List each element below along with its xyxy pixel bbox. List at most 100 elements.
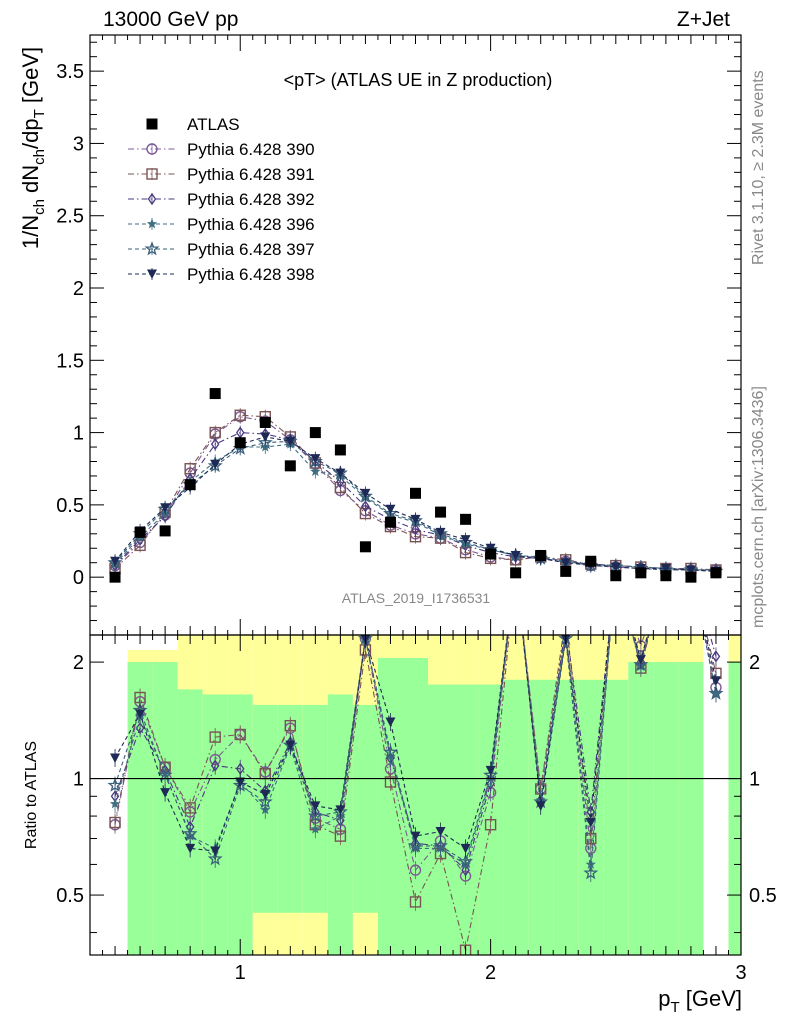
- ratio-point: [135, 722, 145, 735]
- ratio-point: [334, 830, 347, 842]
- x-axis-title: pT [GeV]: [658, 986, 742, 1016]
- series-pythia-6-428-398: [110, 429, 721, 579]
- ratio-point: [310, 801, 321, 811]
- data-point: [460, 535, 471, 545]
- ratio-point: [409, 864, 422, 876]
- ratio-point: [185, 843, 196, 854]
- data-point: [460, 513, 472, 525]
- legend-marker: [146, 143, 158, 155]
- data-point: [310, 466, 321, 477]
- main-y-tick-label: 1.5: [56, 350, 84, 372]
- ratio-y-tick-label: 1: [73, 769, 84, 791]
- legend-label: Pythia 6.428 396: [187, 215, 315, 234]
- header-right-label: Z+Jet: [677, 8, 730, 31]
- band-green: [377, 657, 403, 955]
- legend-label: Pythia 6.428 390: [187, 140, 315, 159]
- ratio-point: [235, 777, 246, 787]
- ratio-point: [209, 731, 221, 743]
- ratio-point: [385, 717, 396, 728]
- series-atlas: [109, 388, 722, 583]
- data-point: [257, 434, 273, 450]
- data-point: [336, 475, 345, 488]
- data-point: [360, 488, 371, 499]
- axes: 0 0.5 1 1.5 2 2.5 3 3.5 1 2 3 0.5 0.5 1 1 2 2: [56, 34, 777, 984]
- ratio-point: [257, 794, 273, 809]
- data-point: [710, 567, 722, 579]
- main-plot-series: [107, 388, 724, 583]
- legend-marker: [146, 118, 158, 130]
- data-point: [435, 527, 446, 538]
- main-y-tick-label: 1: [73, 423, 84, 445]
- series-line: [114, 432, 716, 571]
- legend-entry: Pythia 6.428 390: [128, 140, 315, 159]
- legend-entry: Pythia 6.428 396: [128, 215, 315, 234]
- legend-entry: Pythia 6.428 397: [128, 240, 315, 259]
- legend-entry: ATLAS: [146, 115, 240, 134]
- ratio-point: [383, 744, 398, 759]
- ratio-point: [708, 685, 724, 700]
- legend-marker: [144, 241, 160, 256]
- data-point: [510, 550, 521, 561]
- legend-label: Pythia 6.428 392: [187, 190, 315, 209]
- data-point: [610, 570, 622, 582]
- data-point: [210, 459, 221, 470]
- data-point: [110, 556, 121, 567]
- ratio-point: [234, 728, 246, 741]
- data-point: [335, 468, 346, 479]
- data-point: [411, 523, 420, 536]
- ratio-point: [310, 823, 321, 834]
- main-y-tick-label: 2: [73, 278, 84, 300]
- data-point: [685, 571, 697, 583]
- ratio-point: [109, 798, 121, 809]
- ratio-point: [135, 709, 146, 719]
- ratio-point: [710, 676, 721, 686]
- ratio-point: [284, 719, 297, 732]
- ratio-point: [160, 788, 171, 798]
- ratio-point: [458, 853, 474, 868]
- data-point: [209, 388, 221, 400]
- data-point: [635, 567, 647, 579]
- data-point: [184, 479, 196, 491]
- legend-marker: [146, 218, 158, 229]
- legend-label: ATLAS: [187, 115, 240, 134]
- series-line: [114, 436, 717, 572]
- data-point: [485, 548, 497, 560]
- ratio-point: [585, 832, 597, 845]
- series-line: [114, 440, 717, 572]
- band-green: [553, 679, 579, 955]
- ratio-point: [484, 818, 497, 831]
- data-point: [260, 432, 271, 442]
- ratio-point: [307, 808, 323, 823]
- band-green: [603, 679, 629, 955]
- ratio-y-tick-label-right: 0.5: [749, 885, 777, 907]
- x-tick-label: 3: [735, 962, 746, 984]
- ratio-point: [207, 851, 223, 866]
- legend-label: Pythia 6.428 397: [187, 240, 315, 259]
- data-point: [385, 504, 396, 515]
- data-point: [361, 500, 370, 513]
- main-y-tick-label: 2.5: [56, 206, 84, 228]
- data-point: [685, 565, 696, 575]
- ratio-point: [157, 767, 173, 782]
- legend-entry: Pythia 6.428 391: [128, 165, 315, 184]
- ratio-point: [459, 944, 472, 955]
- ratio-point: [408, 838, 423, 853]
- data-point: [310, 454, 321, 464]
- data-point: [285, 436, 296, 447]
- ratio-point: [107, 777, 123, 792]
- legend-marker: [147, 192, 157, 206]
- data-point: [585, 555, 597, 567]
- ratio-point: [485, 765, 496, 776]
- legend-marker: [146, 168, 158, 180]
- data-point: [210, 438, 220, 451]
- data-point: [560, 565, 572, 577]
- band-green: [503, 679, 529, 955]
- data-point: [510, 567, 522, 579]
- rivet-version-label: Rivet 3.1.10, ≥ 2.3M events: [750, 70, 767, 265]
- ratio-point: [410, 831, 421, 842]
- ratio-point: [433, 838, 448, 853]
- data-point: [660, 563, 671, 574]
- ratio-y-tick-label-right: 2: [749, 652, 760, 674]
- legend: ATLAS Pythia 6.428 390 Pythia 6.428 391 Pyt…: [128, 115, 315, 284]
